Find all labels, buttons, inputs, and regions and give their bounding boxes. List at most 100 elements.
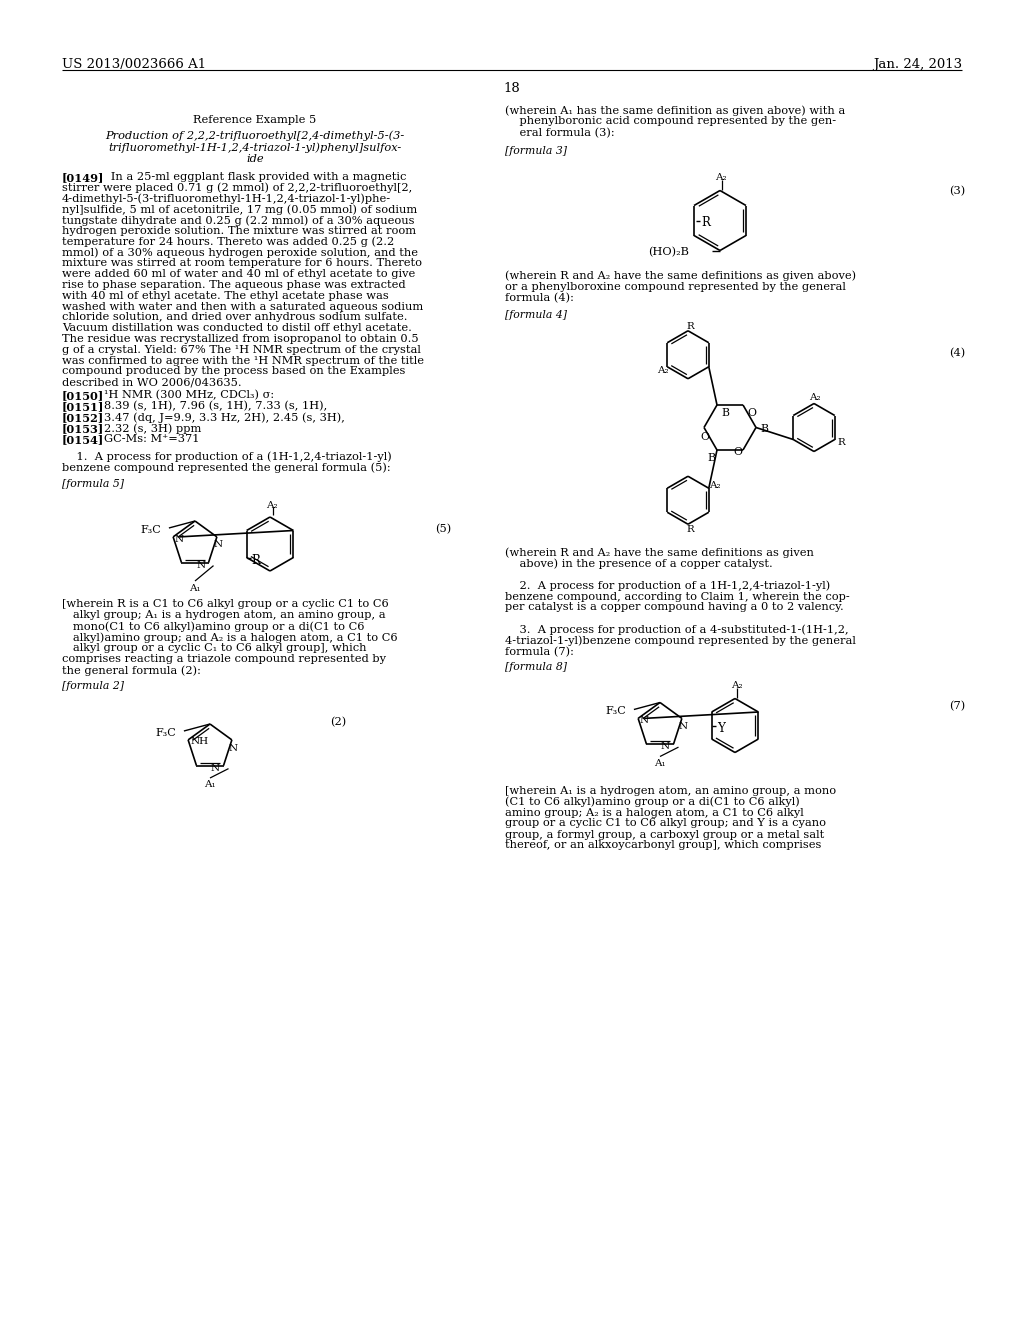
Text: was confirmed to agree with the ¹H NMR spectrum of the title: was confirmed to agree with the ¹H NMR s…: [62, 355, 424, 366]
Text: Reference Example 5: Reference Example 5: [194, 115, 316, 125]
Text: A₁: A₁: [189, 583, 201, 593]
Text: F₃C: F₃C: [606, 706, 627, 717]
Text: alkyl group; A₁ is a hydrogen atom, an amino group, a: alkyl group; A₁ is a hydrogen atom, an a…: [62, 610, 386, 620]
Text: ide: ide: [246, 154, 264, 164]
Text: rise to phase separation. The aqueous phase was extracted: rise to phase separation. The aqueous ph…: [62, 280, 406, 290]
Text: [wherein A₁ is a hydrogen atom, an amino group, a mono: [wherein A₁ is a hydrogen atom, an amino…: [505, 785, 837, 796]
Text: The residue was recrystallized from isopropanol to obtain 0.5: The residue was recrystallized from isop…: [62, 334, 419, 345]
Text: compound produced by the process based on the Examples: compound produced by the process based o…: [62, 367, 406, 376]
Text: formula (4):: formula (4):: [505, 293, 573, 302]
Text: per catalyst is a copper compound having a 0 to 2 valency.: per catalyst is a copper compound having…: [505, 602, 844, 612]
Text: (wherein R and A₂ have the same definitions as given above): (wherein R and A₂ have the same definiti…: [505, 271, 856, 281]
Text: [0154]: [0154]: [62, 434, 104, 445]
Text: [0149]: [0149]: [62, 172, 104, 183]
Text: [formula 5]: [formula 5]: [62, 479, 124, 488]
Text: group, a formyl group, a carboxyl group or a metal salt: group, a formyl group, a carboxyl group …: [505, 829, 824, 840]
Text: (4): (4): [949, 347, 965, 358]
Text: washed with water and then with a saturated aqueous sodium: washed with water and then with a satura…: [62, 301, 423, 312]
Text: R: R: [686, 322, 693, 331]
Text: described in WO 2006/043635.: described in WO 2006/043635.: [62, 378, 242, 387]
Text: N: N: [229, 744, 238, 752]
Text: Vacuum distillation was conducted to distil off ethyl acetate.: Vacuum distillation was conducted to dis…: [62, 323, 412, 333]
Text: 1.  A process for production of a (1H-1,2,4-triazol-1-yl): 1. A process for production of a (1H-1,2…: [62, 451, 392, 462]
Text: [wherein R is a C1 to C6 alkyl group or a cyclic C1 to C6: [wherein R is a C1 to C6 alkyl group or …: [62, 599, 389, 609]
Text: [0152]: [0152]: [62, 412, 104, 422]
Text: A₁: A₁: [204, 780, 216, 789]
Text: N: N: [211, 763, 219, 772]
Text: In a 25-ml eggplant flask provided with a magnetic: In a 25-ml eggplant flask provided with …: [100, 172, 407, 182]
Text: the general formula (2):: the general formula (2):: [62, 665, 201, 676]
Text: alkyl group or a cyclic C₁ to C6 alkyl group], which: alkyl group or a cyclic C₁ to C6 alkyl g…: [62, 643, 367, 653]
Text: US 2013/0023666 A1: US 2013/0023666 A1: [62, 58, 206, 71]
Text: comprises reacting a triazole compound represented by: comprises reacting a triazole compound r…: [62, 653, 386, 664]
Text: Y: Y: [717, 722, 725, 734]
Text: eral formula (3):: eral formula (3):: [505, 128, 614, 139]
Text: N: N: [197, 561, 206, 570]
Text: F₃C: F₃C: [156, 729, 177, 738]
Text: [formula 2]: [formula 2]: [62, 681, 124, 690]
Text: O: O: [733, 447, 742, 457]
Text: A₁: A₁: [654, 759, 666, 767]
Text: nyl]sulfide, 5 ml of acetonitrile, 17 mg (0.05 mmol) of sodium: nyl]sulfide, 5 ml of acetonitrile, 17 mg…: [62, 205, 417, 215]
Text: A₂: A₂: [731, 681, 742, 690]
Text: amino group; A₂ is a halogen atom, a C1 to C6 alkyl: amino group; A₂ is a halogen atom, a C1 …: [505, 808, 804, 817]
Text: benzene compound represented the general formula (5):: benzene compound represented the general…: [62, 462, 390, 473]
Text: tungstate dihydrate and 0.25 g (2.2 mmol) of a 30% aqueous: tungstate dihydrate and 0.25 g (2.2 mmol…: [62, 215, 415, 226]
Text: (wherein A₁ has the same definition as given above) with a: (wherein A₁ has the same definition as g…: [505, 106, 845, 116]
Text: ¹H NMR (300 MHz, CDCl₃) σ:: ¹H NMR (300 MHz, CDCl₃) σ:: [104, 389, 274, 400]
Text: N: N: [660, 742, 670, 751]
Text: chloride solution, and dried over anhydrous sodium sulfate.: chloride solution, and dried over anhydr…: [62, 313, 408, 322]
Text: mmol) of a 30% aqueous hydrogen peroxide solution, and the: mmol) of a 30% aqueous hydrogen peroxide…: [62, 248, 418, 259]
Text: [0151]: [0151]: [62, 401, 104, 412]
Text: temperature for 24 hours. Thereto was added 0.25 g (2.2: temperature for 24 hours. Thereto was ad…: [62, 236, 394, 247]
Text: [formula 3]: [formula 3]: [505, 145, 567, 156]
Text: hydrogen peroxide solution. The mixture was stirred at room: hydrogen peroxide solution. The mixture …: [62, 226, 416, 236]
Text: above) in the presence of a copper catalyst.: above) in the presence of a copper catal…: [505, 558, 773, 569]
Text: R: R: [686, 525, 693, 535]
Text: 3.  A process for production of a 4-substituted-1-(1H-1,2,: 3. A process for production of a 4-subst…: [505, 624, 849, 635]
Text: with 40 ml of ethyl acetate. The ethyl acetate phase was: with 40 ml of ethyl acetate. The ethyl a…: [62, 290, 389, 301]
Text: [formula 4]: [formula 4]: [505, 309, 567, 319]
Text: mono(C1 to C6 alkyl)amino group or a di(C1 to C6: mono(C1 to C6 alkyl)amino group or a di(…: [62, 620, 365, 631]
Text: N: N: [639, 717, 648, 726]
Text: A₂: A₂: [709, 482, 721, 490]
Text: A₂: A₂: [715, 173, 727, 182]
Text: 4-dimethyl-5-(3-trifluoromethyl-1H-1,2,4-triazol-1-yl)phe-: 4-dimethyl-5-(3-trifluoromethyl-1H-1,2,4…: [62, 194, 391, 205]
Text: 2.  A process for production of a 1H-1,2,4-triazol-1-yl): 2. A process for production of a 1H-1,2,…: [505, 581, 830, 591]
Text: N: N: [214, 540, 223, 549]
Text: benzene compound, according to Claim 1, wherein the cop-: benzene compound, according to Claim 1, …: [505, 591, 850, 602]
Text: mixture was stirred at room temperature for 6 hours. Thereto: mixture was stirred at room temperature …: [62, 259, 422, 268]
Text: NH: NH: [190, 737, 208, 746]
Text: phenylboronic acid compound represented by the gen-: phenylboronic acid compound represented …: [505, 116, 837, 127]
Text: A₂: A₂: [657, 366, 669, 375]
Text: (2): (2): [330, 717, 346, 727]
Text: 3.47 (dq, J=9.9, 3.3 Hz, 2H), 2.45 (s, 3H),: 3.47 (dq, J=9.9, 3.3 Hz, 2H), 2.45 (s, 3…: [104, 412, 345, 422]
Text: F₃C: F₃C: [141, 525, 162, 535]
Text: 2.32 (s, 3H) ppm: 2.32 (s, 3H) ppm: [104, 422, 202, 433]
Text: (C1 to C6 alkyl)amino group or a di(C1 to C6 alkyl): (C1 to C6 alkyl)amino group or a di(C1 t…: [505, 796, 800, 807]
Text: thereof, or an alkxoycarbonyl group], which comprises: thereof, or an alkxoycarbonyl group], wh…: [505, 841, 821, 850]
Text: (7): (7): [949, 701, 965, 710]
Text: (3): (3): [949, 186, 965, 195]
Text: trifluoromethyl-1H-1,2,4-triazol-1-yl)phenyl]sulfox-: trifluoromethyl-1H-1,2,4-triazol-1-yl)ph…: [109, 143, 401, 153]
Text: [0150]: [0150]: [62, 389, 104, 401]
Text: R: R: [837, 438, 845, 447]
Text: B: B: [760, 425, 768, 434]
Text: formula (7):: formula (7):: [505, 647, 573, 657]
Text: 4-triazol-1-yl)benzene compound represented by the general: 4-triazol-1-yl)benzene compound represen…: [505, 635, 856, 645]
Text: Jan. 24, 2013: Jan. 24, 2013: [872, 58, 962, 71]
Text: stirrer were placed 0.71 g (2 mmol) of 2,2,2-trifluoroethyl[2,: stirrer were placed 0.71 g (2 mmol) of 2…: [62, 182, 413, 193]
Text: (HO)₂B: (HO)₂B: [648, 247, 689, 257]
Text: O: O: [700, 433, 709, 442]
Text: N: N: [174, 535, 183, 544]
Text: g of a crystal. Yield: 67% The ¹H NMR spectrum of the crystal: g of a crystal. Yield: 67% The ¹H NMR sp…: [62, 345, 421, 355]
Text: 18: 18: [504, 82, 520, 95]
Text: O: O: [746, 408, 756, 418]
Text: were added 60 ml of water and 40 ml of ethyl acetate to give: were added 60 ml of water and 40 ml of e…: [62, 269, 416, 280]
Text: R: R: [701, 216, 710, 230]
Text: [0153]: [0153]: [62, 422, 104, 434]
Text: B: B: [721, 408, 729, 418]
Text: B: B: [707, 453, 715, 463]
Text: or a phenylboroxine compound represented by the general: or a phenylboroxine compound represented…: [505, 281, 846, 292]
Text: (5): (5): [435, 524, 452, 535]
